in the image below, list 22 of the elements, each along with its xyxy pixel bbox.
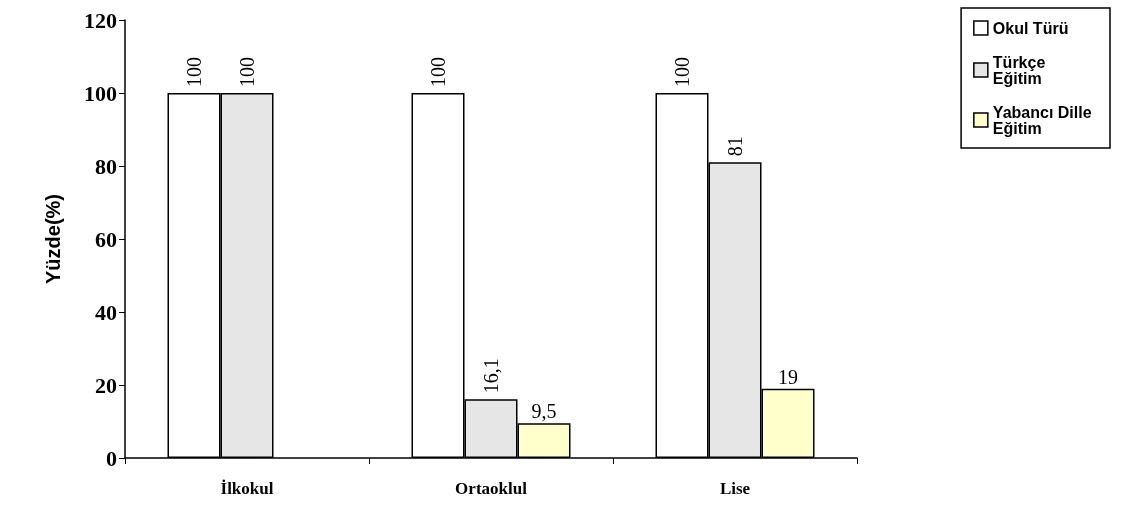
data-label: 100 xyxy=(236,57,258,87)
y-tick-label: 0 xyxy=(106,445,117,471)
y-tick-label: 80 xyxy=(95,153,117,179)
data-label: 100 xyxy=(427,57,449,87)
legend-label: Yabancı Dille Eğitim xyxy=(992,103,1096,137)
data-label: 19 xyxy=(778,365,798,388)
x-tick-label: Lise xyxy=(719,479,751,498)
x-tick-label: İlkokul xyxy=(220,479,274,498)
y-tick-label: 60 xyxy=(95,226,117,252)
y-tick-label: 20 xyxy=(95,372,117,398)
data-label: 81 xyxy=(724,136,746,157)
legend-label: Okul Türü xyxy=(992,19,1069,37)
data-label: 16,1 xyxy=(480,358,502,394)
y-tick-label: 120 xyxy=(84,7,117,33)
legend-label: Türkçe Eğitim xyxy=(992,53,1050,87)
y-axis-title: Yüzde(%) xyxy=(42,194,64,284)
data-label: 100 xyxy=(671,57,693,87)
data-label: 9,5 xyxy=(531,400,557,423)
x-tick-label: Ortaoklul xyxy=(455,479,528,498)
y-tick-label: 100 xyxy=(84,80,117,106)
y-tick-label: 40 xyxy=(95,299,117,325)
data-label: 100 xyxy=(183,57,205,87)
